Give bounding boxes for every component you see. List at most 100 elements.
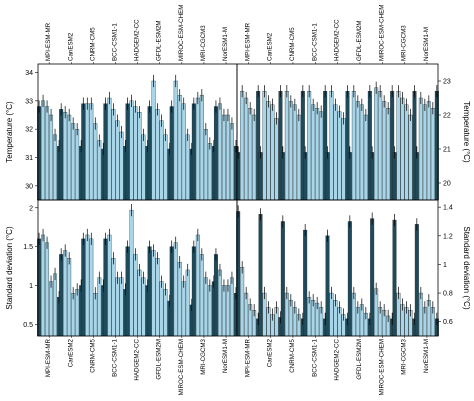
bar <box>177 261 182 337</box>
bar <box>351 292 356 337</box>
bar <box>274 118 279 201</box>
y-tick-label: 22 <box>443 113 451 120</box>
x-tick-label: MPI-ESM-MR <box>244 338 251 377</box>
bar <box>89 103 94 201</box>
x-tick-label: HADGEM2-CC <box>134 338 141 380</box>
bar <box>347 152 352 201</box>
bar <box>155 109 160 201</box>
bar <box>284 292 289 337</box>
bar <box>240 91 245 201</box>
bar <box>75 289 80 337</box>
x-tick-label: MRI-CGCM3 <box>200 338 207 374</box>
bar <box>129 100 134 201</box>
bar <box>185 269 190 337</box>
bar <box>195 234 200 337</box>
bar <box>111 109 116 201</box>
x-tick-label: NorESM1-M <box>423 339 430 373</box>
x-tick-label: GFDL-ESM2M <box>356 20 363 61</box>
bar <box>400 97 405 201</box>
bar <box>107 97 112 201</box>
bar <box>426 101 431 201</box>
bar <box>280 152 285 201</box>
bar <box>392 219 397 337</box>
x-tick-label: BCC-CSM1-1 <box>111 338 118 376</box>
bar <box>418 97 423 201</box>
x-tick-label: CNRM-CM5 <box>289 338 296 372</box>
bar <box>71 293 76 337</box>
bar <box>45 106 50 201</box>
y-axis-label: Temperature (°C) <box>5 101 14 163</box>
bar <box>103 238 108 337</box>
y-tick-label: 30 <box>25 183 33 190</box>
bar <box>191 103 196 201</box>
bar <box>221 285 226 337</box>
bar <box>217 269 222 337</box>
bar <box>266 101 271 201</box>
bar <box>125 246 130 337</box>
bar <box>103 103 108 201</box>
bar <box>359 104 364 201</box>
bar <box>119 131 124 201</box>
bar <box>430 108 435 201</box>
bar <box>280 221 285 337</box>
bar <box>85 234 90 337</box>
bar <box>97 140 102 201</box>
bar <box>225 114 230 201</box>
bar <box>203 277 208 337</box>
bar <box>325 235 330 337</box>
bar <box>355 101 360 201</box>
bar <box>181 103 186 201</box>
y-tick-label: 1 <box>443 262 447 269</box>
bar <box>333 104 338 201</box>
bar <box>248 108 253 201</box>
bar <box>303 229 308 337</box>
x-tick-label: MIROC-ESM-CHEM <box>378 5 385 61</box>
bar <box>262 292 267 337</box>
bar <box>315 108 320 201</box>
bar <box>185 134 190 201</box>
bar <box>418 292 423 337</box>
bar <box>81 238 86 337</box>
bar <box>258 214 263 337</box>
bar <box>177 94 182 201</box>
x-tick-label: MRI-CGCM3 <box>401 338 408 374</box>
bar <box>225 285 230 337</box>
bar <box>240 267 245 337</box>
bar <box>141 134 146 201</box>
bar <box>49 281 54 337</box>
bar <box>133 106 138 201</box>
bar <box>93 123 98 201</box>
bar <box>382 101 387 201</box>
bar <box>414 224 419 337</box>
x-tick-label: NorESM1-M <box>222 27 229 61</box>
y-tick-label: 23 <box>443 79 451 86</box>
bar <box>97 277 102 337</box>
bar <box>49 114 54 201</box>
bar <box>41 234 46 337</box>
x-tick-label: GFDL-ESM2M <box>356 339 363 380</box>
x-tick-label: BCC-CSM1-1 <box>111 23 118 61</box>
bar <box>341 118 346 201</box>
y-tick-label: 33 <box>25 98 33 105</box>
bar <box>151 80 156 201</box>
bar <box>169 246 174 337</box>
bar <box>329 292 334 337</box>
x-tick-label: CNRM-CM5 <box>89 338 96 372</box>
y-tick-label: 1 <box>29 283 33 290</box>
x-tick-label: NorESM1-M <box>222 339 229 373</box>
x-tick-label: HADGEM2-CC <box>334 19 341 61</box>
bar <box>252 114 257 201</box>
bar <box>115 277 120 337</box>
bar <box>347 221 352 337</box>
bar <box>195 97 200 201</box>
bar <box>151 250 156 337</box>
bar <box>59 109 64 201</box>
bar <box>386 108 391 201</box>
bar <box>119 277 124 337</box>
bar <box>221 114 226 201</box>
bar <box>325 152 330 201</box>
bar <box>329 91 334 201</box>
x-tick-label: CNRM-CM5 <box>89 27 96 61</box>
bar <box>378 91 383 201</box>
